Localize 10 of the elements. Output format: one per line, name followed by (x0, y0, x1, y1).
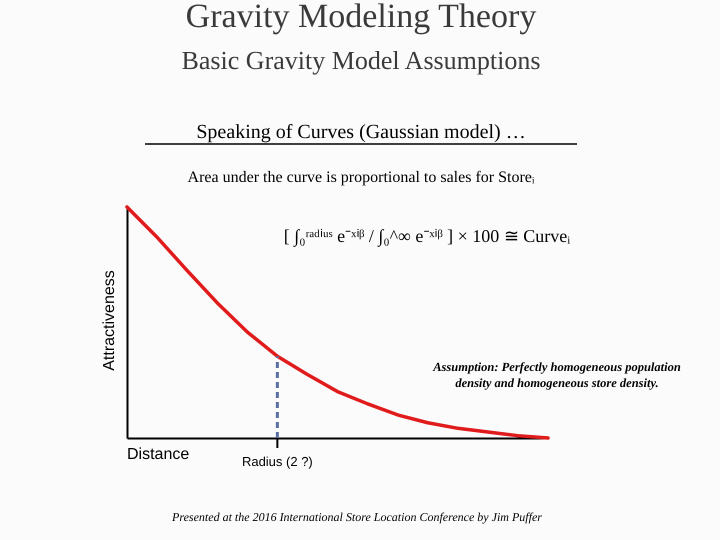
chart-subtitle: Basic Gravity Model Assumptions (182, 46, 540, 75)
annotation: [ ∫₀ʳᵃᵈⁱᵘˢ e⁻ˣⁱᵝ / ∫₀^∞ e⁻ˣⁱᵝ ] × 100 ≅ Curveᵢ (284, 226, 570, 247)
annotation: Radius (2 ?) (242, 454, 313, 469)
annotation: Assumption: Perfectly homogeneous population density and homogeneous store density. (432, 360, 681, 390)
text: Presented at the 2016 International Store Location Conference by Jim Puffer (171, 510, 542, 524)
chart-title: Gravity Modeling Theory (186, 0, 536, 35)
text: Speaking of Curves (Gaussian model) … (196, 121, 526, 143)
y-axis-title: Attractiveness (101, 270, 118, 371)
text: Area under the curve is proportional to sales for Storeᵢ (188, 169, 535, 186)
x-axis-title: Distance (127, 446, 190, 463)
